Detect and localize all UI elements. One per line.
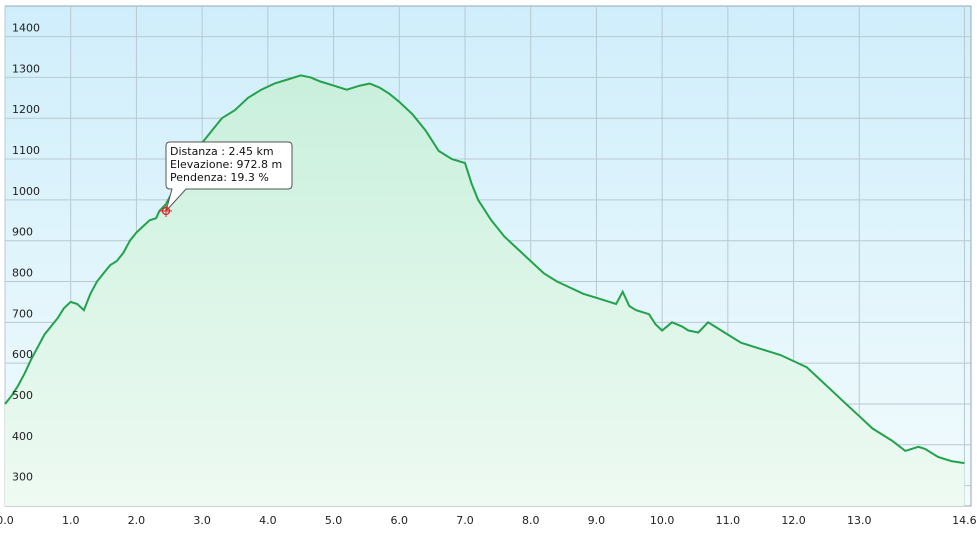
x-tick-label-7.0: 7.0 bbox=[456, 514, 474, 527]
elevation-line bbox=[4, 74, 965, 465]
y-tick-label-900: 900 bbox=[12, 226, 33, 239]
tooltip-line-3: Pendenza: 19.3 % bbox=[170, 171, 269, 184]
y-tick-label-600: 600 bbox=[12, 348, 33, 361]
y-tick-label-1400: 1400 bbox=[12, 22, 40, 35]
y-tick-label-700: 700 bbox=[12, 307, 33, 320]
x-tick-label-11.0: 11.0 bbox=[716, 514, 741, 527]
x-tick-label-6.0: 6.0 bbox=[391, 514, 409, 527]
x-tick-label-8.0: 8.0 bbox=[522, 514, 540, 527]
y-tick-label-1200: 1200 bbox=[12, 103, 40, 116]
x-tick-label-10.0: 10.0 bbox=[650, 514, 675, 527]
y-tick-label-1000: 1000 bbox=[12, 185, 40, 198]
x-tick-label-12.0: 12.0 bbox=[781, 514, 806, 527]
y-tick-label-1100: 1100 bbox=[12, 144, 40, 157]
x-tick-label-5.0: 5.0 bbox=[325, 514, 343, 527]
y-tick-label-300: 300 bbox=[12, 471, 33, 484]
x-tick-label-2.0: 2.0 bbox=[128, 514, 146, 527]
y-tick-label-1300: 1300 bbox=[12, 62, 40, 75]
x-axis-tick-labels: 0.0 1.0 2.0 3.0 4.0 5.0 6.0 7.0 8.0 9.0 10.0 11.0 12… bbox=[0, 514, 977, 527]
tooltip-box bbox=[165, 141, 293, 212]
y-tick-label-400: 400 bbox=[12, 430, 33, 443]
x-tick-label-14.6: 14.6 bbox=[952, 514, 977, 527]
x-tick-label-1.0: 1.0 bbox=[62, 514, 80, 527]
y-tick-label-500: 500 bbox=[12, 389, 33, 402]
tooltip-line-1: Distanza : 2.45 km bbox=[170, 145, 274, 158]
x-tick-label-13.0: 13.0 bbox=[847, 514, 872, 527]
x-tick-label-4.0: 4.0 bbox=[259, 514, 277, 527]
x-tick-label-9.0: 9.0 bbox=[588, 514, 606, 527]
y-axis-tick-labels: 300 400 500 600 700 800 900 1000 1100 1200 1300 140… bbox=[12, 22, 40, 484]
tooltip-line-2: Elevazione: 972.8 m bbox=[170, 158, 282, 171]
x-tick-label-3.0: 3.0 bbox=[193, 514, 211, 527]
y-tick-label-800: 800 bbox=[12, 267, 33, 280]
x-tick-label-0.0: 0.0 bbox=[0, 514, 14, 527]
